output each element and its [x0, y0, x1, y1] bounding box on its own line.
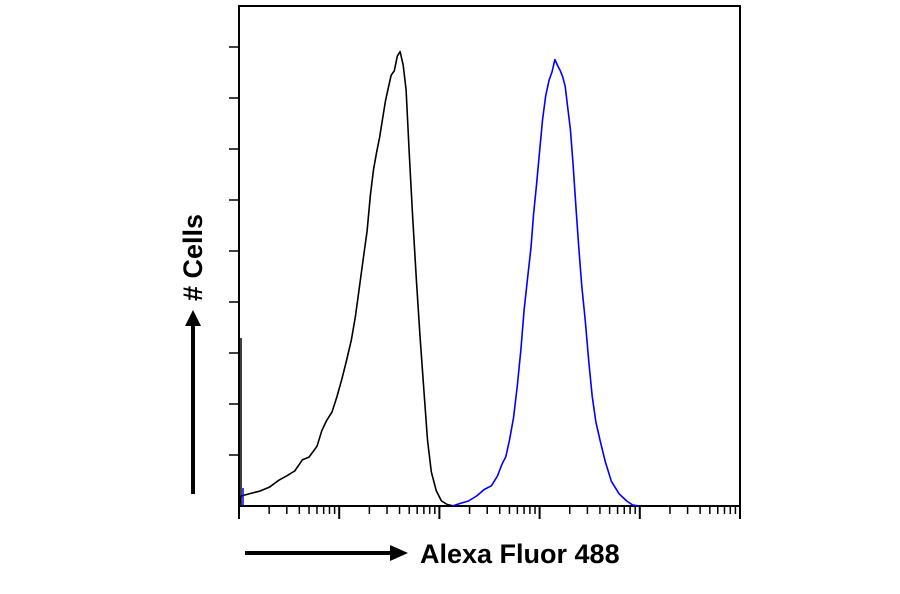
- y-axis-label: # Cells: [178, 214, 208, 301]
- plot-frame: [238, 5, 741, 507]
- series-line-2: [452, 58, 640, 507]
- x-axis-ticks: [238, 506, 741, 519]
- y-axis-arrow-head: [185, 310, 201, 326]
- x-axis-arrow-head: [390, 545, 408, 561]
- y-axis-ticks: [229, 46, 239, 456]
- series-line-1: [238, 50, 455, 507]
- x-axis-label: Alexa Fluor 488: [420, 539, 620, 569]
- series-layer: [238, 50, 640, 507]
